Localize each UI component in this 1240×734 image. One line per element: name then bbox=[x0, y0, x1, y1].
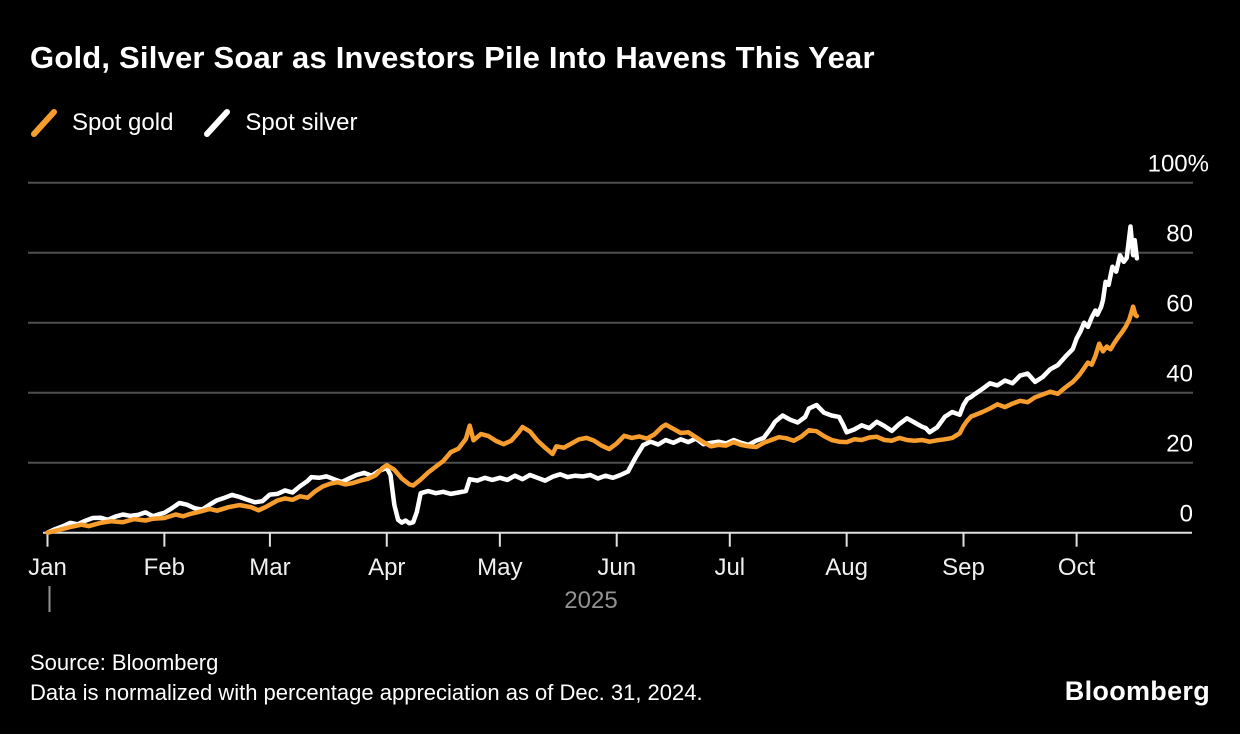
gold-line-swatch-icon bbox=[31, 109, 57, 137]
y-axis-label-20: 20 bbox=[1166, 431, 1193, 458]
chart-title: Gold, Silver Soar as Investors Pile Into… bbox=[30, 40, 875, 75]
x-axis-label-Apr: Apr bbox=[368, 554, 405, 581]
x-axis-label-Jan: Jan bbox=[28, 554, 67, 581]
x-axis-label-Jul: Jul bbox=[714, 554, 745, 581]
source-note: Source: Bloomberg bbox=[30, 650, 219, 675]
x-axis-year-label: 2025 bbox=[564, 587, 617, 614]
y-axis-label-60: 60 bbox=[1166, 291, 1193, 318]
x-axis-label-Feb: Feb bbox=[144, 554, 185, 581]
bloomberg-logo: Bloomberg bbox=[1064, 676, 1210, 706]
legend-item-spot-gold: Spot gold bbox=[30, 108, 173, 138]
y-axis-label-40: 40 bbox=[1166, 361, 1193, 388]
y-axis-label-0: 0 bbox=[1180, 501, 1193, 528]
series-line-spot-silver bbox=[45, 224, 1140, 535]
silver-line-swatch-icon bbox=[204, 109, 231, 137]
x-axis-label-Oct: Oct bbox=[1058, 554, 1096, 581]
methodology-note: Data is normalized with percentage appre… bbox=[30, 680, 703, 705]
series-line-spot-gold bbox=[45, 304, 1140, 535]
y-axis-label-80: 80 bbox=[1166, 221, 1193, 248]
x-axis-label-Jun: Jun bbox=[597, 554, 636, 581]
x-axis-label-Sep: Sep bbox=[942, 554, 985, 581]
chart-legend: Spot gold Spot silver bbox=[30, 108, 357, 138]
y-axis-label-100: 100% bbox=[1148, 151, 1209, 178]
chart-footer: Source: Bloomberg Data is normalized wit… bbox=[30, 648, 703, 708]
legend-label-spot-gold: Spot gold bbox=[72, 109, 174, 136]
x-axis-label-May: May bbox=[477, 554, 522, 581]
legend-item-spot-silver: Spot silver bbox=[203, 108, 357, 138]
x-axis-label-Mar: Mar bbox=[249, 554, 290, 581]
legend-label-spot-silver: Spot silver bbox=[245, 109, 358, 136]
x-axis-label-Aug: Aug bbox=[825, 554, 868, 581]
